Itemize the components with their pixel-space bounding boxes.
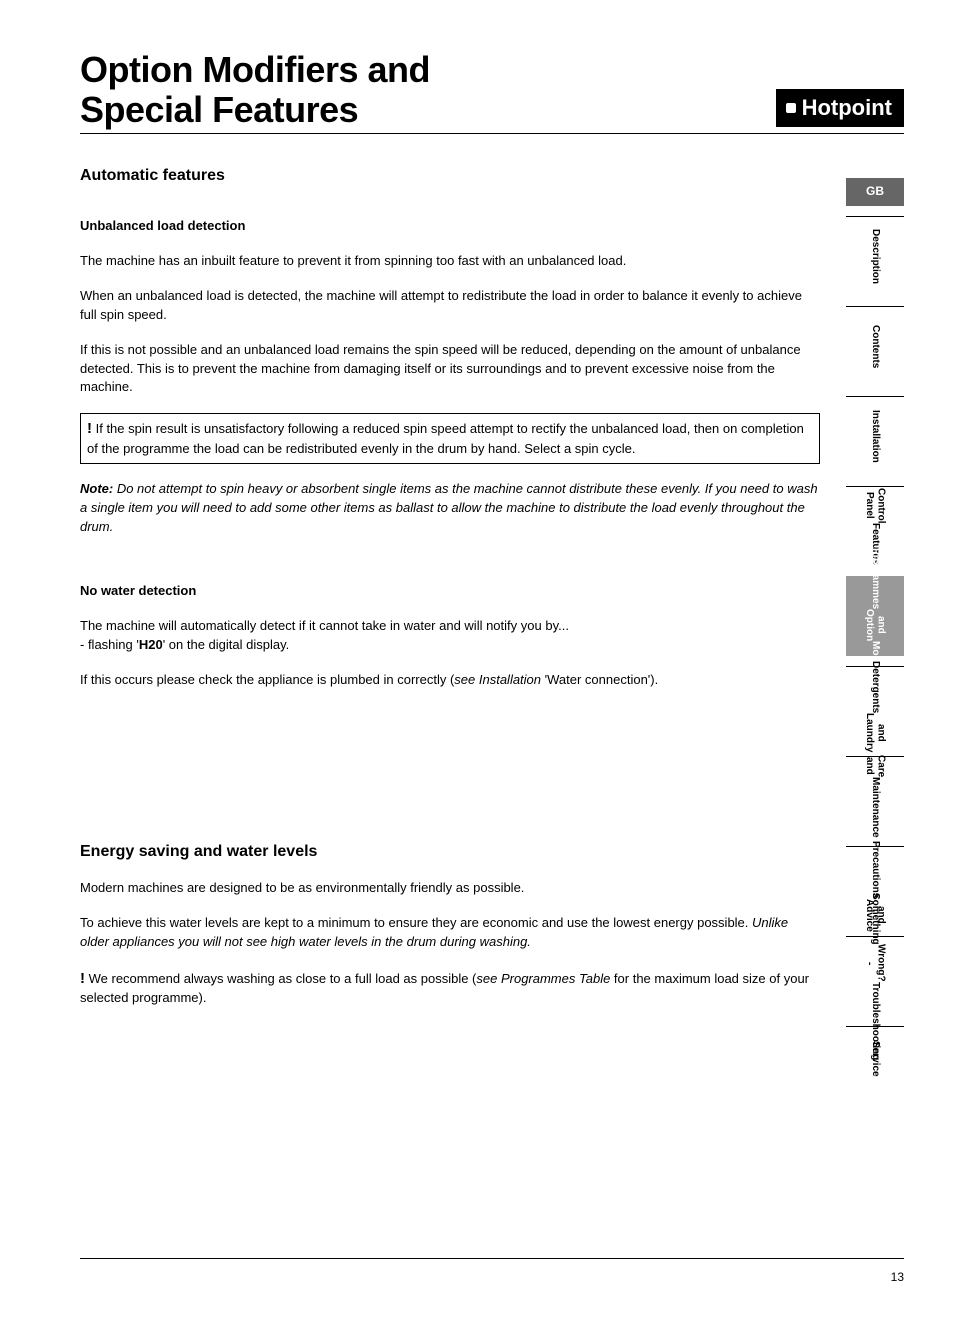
text: We recommend always washing as close to … — [85, 971, 476, 986]
section-energy-saving: Energy saving and water levels — [80, 840, 820, 863]
tab-service[interactable]: Service — [846, 1026, 904, 1091]
title-line-1: Option Modifiers and — [80, 49, 430, 90]
tab-gb[interactable]: GB — [846, 178, 904, 206]
text: To achieve this water levels are kept to… — [80, 915, 752, 930]
tab-label-line: Precautions — [869, 841, 881, 898]
tab-label-line: and Option — [864, 609, 887, 641]
tab-description[interactable]: Description — [846, 216, 904, 296]
paragraph: Modern machines are designed to be as en… — [80, 879, 820, 898]
note-paragraph: Note: Do not attempt to spin heavy or ab… — [80, 480, 820, 537]
paragraph: If this occurs please check the applianc… — [80, 671, 820, 690]
heading-no-water: No water detection — [80, 582, 820, 601]
see-reference: see Installation — [454, 672, 541, 687]
paragraph: To achieve this water levels are kept to… — [80, 914, 820, 952]
brand-name: Hotpoint — [802, 95, 892, 121]
warning-text: If the spin result is unsatisfactory fol… — [87, 421, 804, 456]
page-number: 13 — [891, 1270, 904, 1284]
note-text: Do not attempt to spin heavy or absorben… — [80, 481, 818, 534]
tab-detergents[interactable]: Detergentsand Laundry — [846, 666, 904, 746]
warning-box: ! If the spin result is unsatisfactory f… — [80, 413, 820, 464]
tab-installation[interactable]: Installation — [846, 396, 904, 476]
tab-label-line: and Laundry — [864, 713, 887, 752]
tab-care-maintenance[interactable]: Care andMaintenance — [846, 756, 904, 836]
display-code: H20 — [139, 637, 163, 652]
tab-label-line: Wrong? - — [864, 944, 887, 982]
title-line-2: Special Features — [80, 89, 358, 130]
note-label: Note: — [80, 481, 113, 496]
paragraph: If this is not possible and an unbalance… — [80, 341, 820, 398]
tab-programmes-modifiers[interactable]: Programmesand OptionModifiers — [846, 576, 904, 656]
tab-label-line: Detergents — [869, 661, 881, 713]
tab-label-line: Maintenance — [869, 777, 881, 838]
text: ' on the digital display. — [163, 637, 290, 652]
paragraph: - flashing 'H20' on the digital display. — [80, 636, 820, 655]
tab-troubleshooting[interactable]: SomethingWrong? -Troubleshooting — [846, 936, 904, 1016]
text: 'Water connection'). — [541, 672, 658, 687]
tab-label-line: Control Panel — [864, 488, 887, 524]
tab-label-line: Something — [869, 893, 881, 945]
see-reference: see Programmes Table — [476, 971, 610, 986]
footer-divider — [80, 1258, 904, 1259]
main-content: Automatic features Unbalanced load detec… — [80, 164, 820, 1008]
tab-label-line: Programmes — [869, 548, 881, 609]
text: If this occurs please check the applianc… — [80, 672, 454, 687]
section-tabs-sidebar: GB Description Contents Installation Con… — [846, 178, 904, 1091]
paragraph: The machine has an inbuilt feature to pr… — [80, 252, 820, 271]
brand-logo: Hotpoint — [776, 89, 904, 127]
document-header: Option Modifiers and Special Features Ho… — [80, 50, 904, 134]
heading-unbalanced-load: Unbalanced load detection — [80, 217, 820, 236]
brand-dot-icon — [786, 103, 796, 113]
page-title: Option Modifiers and Special Features — [80, 50, 430, 129]
text: - flashing ' — [80, 637, 139, 652]
paragraph: When an unbalanced load is detected, the… — [80, 287, 820, 325]
paragraph: The machine will automatically detect if… — [80, 617, 820, 636]
section-automatic-features: Automatic features — [80, 164, 820, 187]
tab-contents[interactable]: Contents — [846, 306, 904, 386]
paragraph: ! We recommend always washing as close t… — [80, 968, 820, 1009]
tab-label-line: Care and — [864, 755, 887, 777]
